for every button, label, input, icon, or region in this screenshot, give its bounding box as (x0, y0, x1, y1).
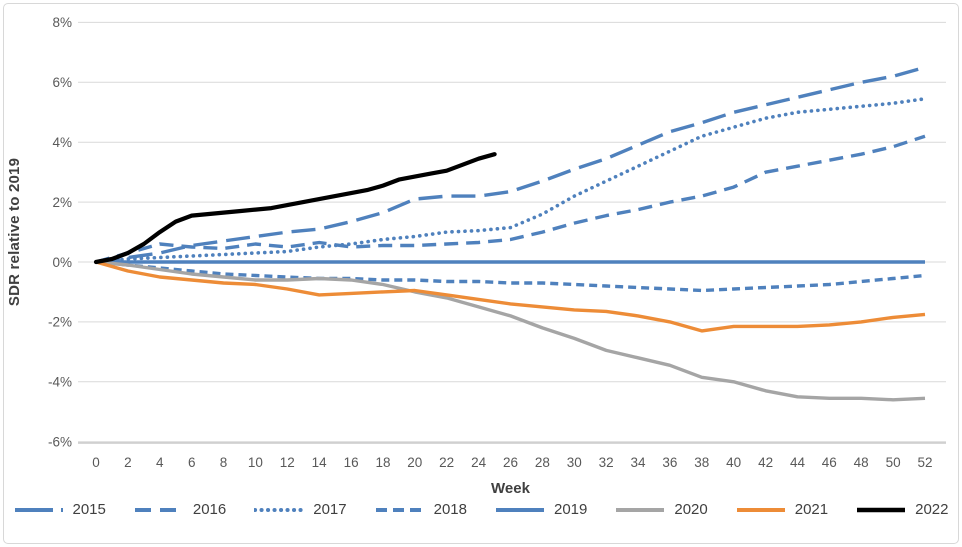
y-tick-label: 2% (52, 195, 72, 210)
legend-label-2019: 2019 (554, 501, 588, 518)
y-tick-label: 4% (52, 135, 72, 150)
series-line-2022 (93, 152, 497, 265)
y-tick-label: 8% (52, 15, 72, 30)
series-line-2021 (95, 260, 926, 333)
legend-item-2018: 2018 (375, 501, 467, 518)
x-tick-label: 2 (124, 455, 132, 470)
x-tick-label: 34 (630, 455, 646, 470)
x-tick-label: 4 (156, 455, 164, 470)
x-tick-label: 40 (726, 455, 741, 470)
legend-line-swatch-2020 (616, 507, 665, 512)
legend-label-2021: 2021 (794, 501, 829, 518)
legend-item-2016: 2016 (134, 501, 226, 518)
x-tick-label: 16 (344, 455, 359, 470)
legend-label-2015: 2015 (72, 501, 106, 518)
x-tick-label: 24 (471, 455, 487, 470)
legend-item-2020: 2020 (615, 501, 708, 518)
x-tick-label: 6 (188, 455, 196, 470)
x-tick-label: 50 (886, 455, 901, 470)
legend-line-swatch-2015 (14, 507, 63, 512)
x-tick-label: 10 (248, 455, 263, 470)
legend-label-2016: 2016 (192, 501, 227, 518)
x-tick-label: 8 (220, 455, 228, 470)
x-tick-label: 44 (790, 455, 806, 470)
legend-item-2021: 2021 (736, 501, 828, 518)
legend-line-swatch-2022 (857, 507, 906, 512)
legend: 2015 2016 2017 2018 2019 2020 2021 2022 (0, 501, 962, 518)
legend-item-2015: 2015 (14, 501, 106, 518)
series-line-2016 (95, 134, 926, 264)
y-tick-label: -4% (48, 375, 72, 390)
x-tick-label: 28 (535, 455, 550, 470)
legend-line-swatch-2019 (496, 507, 544, 512)
legend-line-swatch-2017 (254, 507, 305, 512)
legend-label-2017: 2017 (313, 501, 347, 518)
legend-label-2020: 2020 (674, 501, 708, 518)
series-line-2018 (95, 260, 926, 293)
x-tick-label: 14 (312, 455, 328, 470)
y-tick-label: -2% (48, 315, 72, 330)
x-tick-label: 52 (917, 455, 932, 470)
x-tick-label: 26 (503, 455, 518, 470)
x-tick-label: 42 (758, 455, 773, 470)
x-axis-title: Week (491, 480, 530, 497)
legend-item-2022: 2022 (856, 501, 949, 518)
legend-line-swatch-2021 (736, 507, 785, 512)
series-line-2015 (95, 65, 926, 264)
x-tick-label: 30 (567, 455, 582, 470)
legend-item-2017: 2017 (254, 501, 347, 518)
legend-label-2018: 2018 (433, 501, 467, 518)
y-axis-title: SDR relative to 2019 (6, 157, 23, 307)
legend-line-swatch-2016 (134, 507, 183, 512)
legend-item-2019: 2019 (495, 501, 587, 518)
x-tick-label: 0 (92, 455, 100, 470)
x-tick-label: 20 (407, 455, 422, 470)
x-tick-label: 32 (599, 455, 614, 470)
x-tick-label: 36 (662, 455, 677, 470)
x-tick-label: 48 (854, 455, 869, 470)
legend-line-swatch-2018 (375, 507, 424, 512)
y-tick-label: -6% (48, 435, 72, 450)
x-tick-label: 12 (280, 455, 295, 470)
x-tick-label: 18 (375, 455, 390, 470)
series-line-2020 (95, 260, 926, 402)
x-tick-label: 38 (694, 455, 709, 470)
plot-area: 8%6%4%2%0%-2%-4%-6%0 2 4 6 8 10 12 14 16 18 20 22 24… (48, 15, 946, 470)
y-tick-label: 0% (52, 255, 72, 270)
x-tick-label: 22 (439, 455, 454, 470)
x-tick-label: 46 (822, 455, 837, 470)
y-tick-label: 6% (52, 75, 72, 90)
legend-label-2022: 2022 (915, 501, 949, 518)
series-line-2017 (94, 97, 927, 264)
